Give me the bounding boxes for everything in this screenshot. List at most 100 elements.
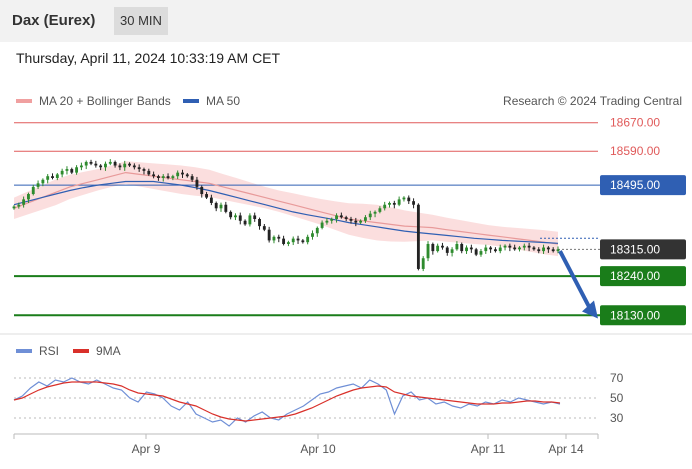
candle <box>65 166 69 175</box>
candle-body <box>402 197 406 200</box>
current-price-label: 18315.00 <box>610 242 660 256</box>
candles <box>12 159 560 272</box>
candle-body <box>99 165 103 168</box>
candle-body <box>315 227 319 234</box>
candle-body <box>465 247 468 252</box>
candle-body <box>132 165 136 168</box>
candle-body <box>460 243 464 252</box>
candle-body <box>311 233 314 237</box>
current-price-tag <box>600 239 686 260</box>
candle-body <box>286 242 290 244</box>
candle <box>286 240 290 247</box>
candle-body <box>359 220 363 223</box>
candle-body <box>431 243 435 252</box>
candle-body <box>532 247 536 250</box>
bollinger-band-area <box>14 161 558 257</box>
candle <box>17 202 21 209</box>
candle <box>118 163 122 171</box>
price-level-18670.00: 18670.00 <box>14 116 660 130</box>
candle <box>455 241 459 251</box>
candle-body <box>209 197 213 203</box>
candle <box>238 212 242 225</box>
candle <box>445 246 449 256</box>
candle <box>364 215 367 223</box>
candle-body <box>27 194 30 200</box>
forecast-arrow-shaft <box>558 250 594 314</box>
candle <box>22 196 26 208</box>
candle <box>508 243 512 252</box>
candle-body <box>41 179 45 184</box>
candle-body <box>551 249 555 252</box>
candle-body <box>181 172 184 175</box>
candle-body <box>416 204 420 269</box>
ma20-legend-swatch <box>16 99 32 103</box>
candle-body <box>272 236 276 241</box>
candle <box>195 176 199 190</box>
candle <box>70 167 74 175</box>
candle-body <box>118 165 122 168</box>
candle <box>498 244 502 254</box>
candle-body <box>152 174 156 177</box>
candle-body <box>344 217 348 219</box>
candle <box>416 203 420 271</box>
header-bar: Dax (Eurex) 30 MIN <box>0 0 692 42</box>
ma9-legend-label: 9MA <box>96 344 121 358</box>
candle-body <box>36 183 40 187</box>
candle-body <box>219 204 223 209</box>
candle <box>262 223 266 232</box>
candle-body <box>104 163 107 168</box>
candle-body <box>70 169 74 173</box>
moving-averages <box>13 171 559 245</box>
candle <box>493 247 497 253</box>
candle <box>291 236 295 246</box>
candle-body <box>282 238 286 244</box>
candle <box>436 243 440 253</box>
support-level-label: 18130.00 <box>610 308 660 322</box>
candle-body <box>508 245 512 248</box>
candle <box>224 201 228 214</box>
candle <box>431 242 435 255</box>
candle-body <box>214 202 218 209</box>
candle <box>354 217 358 227</box>
candle <box>132 163 136 170</box>
bollinger-bands <box>14 161 558 257</box>
candle <box>12 205 16 210</box>
candle-body <box>55 174 59 178</box>
price-levels: 18670.00 18590.00 18495.00 18315.00 18240.00… <box>14 116 686 326</box>
candle <box>258 217 261 230</box>
candle-body <box>349 219 353 221</box>
candle <box>205 191 208 200</box>
candle <box>311 230 314 240</box>
candle <box>200 185 204 198</box>
x-tick-label: Apr 9 <box>132 442 161 456</box>
rsi-tick-label: 30 <box>610 411 624 425</box>
x-axis: Apr 9 Apr 10 Apr 11 Apr 14 <box>13 433 599 456</box>
resistance-label: 18670.00 <box>610 116 660 130</box>
candle <box>339 212 343 219</box>
price-level-18495.00: 18495.00 <box>14 175 686 196</box>
candle-body <box>258 219 261 227</box>
timestamp: Thursday, April 11, 2024 10:33:19 AM CET <box>16 50 281 66</box>
candle-body <box>147 170 151 175</box>
interval-button[interactable]: 30 MIN <box>114 7 168 35</box>
rsi-legend-swatch <box>16 349 32 353</box>
candle <box>27 192 30 203</box>
ma20-line <box>13 171 559 245</box>
candle-body <box>474 249 478 255</box>
candle <box>214 201 218 212</box>
candle-body <box>383 204 387 209</box>
candle-body <box>354 220 358 223</box>
candle <box>513 244 517 251</box>
candle <box>156 174 160 181</box>
candle <box>344 215 348 222</box>
candle-body <box>128 163 131 166</box>
candle <box>518 246 521 252</box>
candle <box>522 243 526 251</box>
price-level-18590.00: 18590.00 <box>14 144 660 158</box>
candle-body <box>339 215 343 218</box>
ma50-legend-swatch <box>183 99 199 103</box>
candle-body <box>137 167 141 170</box>
candle <box>84 160 88 170</box>
candle-body <box>277 236 281 239</box>
